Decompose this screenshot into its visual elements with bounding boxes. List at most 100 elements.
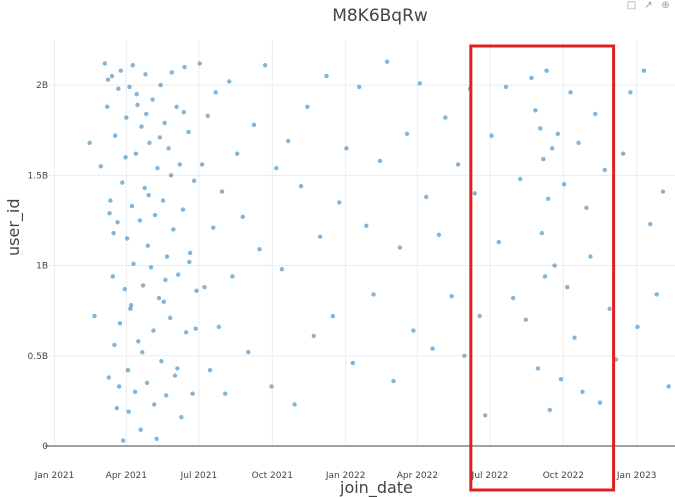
- data-point[interactable]: [269, 384, 273, 388]
- data-point[interactable]: [173, 373, 177, 377]
- data-point[interactable]: [257, 247, 261, 251]
- data-point[interactable]: [529, 76, 533, 80]
- data-point[interactable]: [211, 225, 215, 229]
- data-point[interactable]: [648, 222, 652, 226]
- data-point[interactable]: [134, 151, 138, 155]
- data-point[interactable]: [391, 379, 395, 383]
- data-point[interactable]: [497, 240, 501, 244]
- data-point[interactable]: [227, 79, 231, 83]
- data-point[interactable]: [125, 236, 129, 240]
- data-point[interactable]: [182, 65, 186, 69]
- data-point[interactable]: [147, 141, 151, 145]
- data-point[interactable]: [158, 135, 162, 139]
- data-point[interactable]: [116, 87, 120, 91]
- data-point[interactable]: [133, 390, 137, 394]
- data-point[interactable]: [154, 437, 158, 441]
- data-point[interactable]: [318, 234, 322, 238]
- data-point[interactable]: [123, 155, 127, 159]
- data-point[interactable]: [654, 292, 658, 296]
- data-point[interactable]: [87, 141, 91, 145]
- data-point[interactable]: [151, 328, 155, 332]
- data-point[interactable]: [642, 68, 646, 72]
- data-point[interactable]: [543, 274, 547, 278]
- data-point[interactable]: [158, 83, 162, 87]
- data-point[interactable]: [213, 90, 217, 94]
- data-point[interactable]: [149, 265, 153, 269]
- data-point[interactable]: [538, 126, 542, 130]
- data-point[interactable]: [565, 285, 569, 289]
- data-point[interactable]: [548, 408, 552, 412]
- data-point[interactable]: [200, 162, 204, 166]
- data-point[interactable]: [544, 68, 548, 72]
- data-point[interactable]: [146, 193, 150, 197]
- data-point[interactable]: [105, 105, 109, 109]
- data-point[interactable]: [99, 164, 103, 168]
- data-point[interactable]: [143, 72, 147, 76]
- data-point[interactable]: [635, 325, 639, 329]
- data-point[interactable]: [121, 438, 125, 442]
- data-point[interactable]: [489, 133, 493, 137]
- data-point[interactable]: [598, 400, 602, 404]
- data-point[interactable]: [559, 377, 563, 381]
- data-point[interactable]: [312, 334, 316, 338]
- data-point[interactable]: [182, 110, 186, 114]
- data-point[interactable]: [568, 90, 572, 94]
- data-point[interactable]: [483, 413, 487, 417]
- data-point[interactable]: [546, 197, 550, 201]
- data-point[interactable]: [443, 115, 447, 119]
- data-point[interactable]: [187, 260, 191, 264]
- data-point[interactable]: [192, 179, 196, 183]
- data-point[interactable]: [107, 211, 111, 215]
- data-point[interactable]: [170, 70, 174, 74]
- data-point[interactable]: [153, 213, 157, 217]
- data-point[interactable]: [299, 184, 303, 188]
- data-point[interactable]: [576, 141, 580, 145]
- data-point[interactable]: [169, 173, 173, 177]
- data-point[interactable]: [162, 299, 166, 303]
- data-point[interactable]: [217, 325, 221, 329]
- data-point[interactable]: [344, 146, 348, 150]
- data-point[interactable]: [462, 354, 466, 358]
- data-point[interactable]: [120, 180, 124, 184]
- data-point[interactable]: [138, 428, 142, 432]
- data-point[interactable]: [142, 186, 146, 190]
- data-point[interactable]: [171, 227, 175, 231]
- data-point[interactable]: [176, 272, 180, 276]
- data-point[interactable]: [324, 74, 328, 78]
- data-point[interactable]: [174, 105, 178, 109]
- data-point[interactable]: [541, 157, 545, 161]
- data-point[interactable]: [166, 146, 170, 150]
- data-point[interactable]: [118, 321, 122, 325]
- data-point[interactable]: [552, 263, 556, 267]
- data-point[interactable]: [184, 330, 188, 334]
- data-point[interactable]: [337, 200, 341, 204]
- data-point[interactable]: [450, 294, 454, 298]
- data-point[interactable]: [371, 292, 375, 296]
- data-point[interactable]: [110, 74, 114, 78]
- data-point[interactable]: [179, 415, 183, 419]
- data-point[interactable]: [562, 182, 566, 186]
- data-point[interactable]: [305, 105, 309, 109]
- data-point[interactable]: [580, 390, 584, 394]
- data-point[interactable]: [621, 151, 625, 155]
- data-point[interactable]: [159, 359, 163, 363]
- data-point[interactable]: [398, 245, 402, 249]
- data-point[interactable]: [378, 159, 382, 163]
- data-point[interactable]: [175, 366, 179, 370]
- data-point[interactable]: [145, 381, 149, 385]
- data-point[interactable]: [181, 207, 185, 211]
- data-point[interactable]: [194, 327, 198, 331]
- data-point[interactable]: [556, 132, 560, 136]
- data-point[interactable]: [190, 391, 194, 395]
- data-point[interactable]: [164, 393, 168, 397]
- data-point[interactable]: [533, 108, 537, 112]
- data-point[interactable]: [186, 130, 190, 134]
- data-point[interactable]: [113, 133, 117, 137]
- data-point[interactable]: [411, 328, 415, 332]
- data-point[interactable]: [246, 350, 250, 354]
- data-point[interactable]: [456, 162, 460, 166]
- data-point[interactable]: [138, 218, 142, 222]
- data-point[interactable]: [661, 189, 665, 193]
- data-point[interactable]: [424, 195, 428, 199]
- data-point[interactable]: [198, 61, 202, 65]
